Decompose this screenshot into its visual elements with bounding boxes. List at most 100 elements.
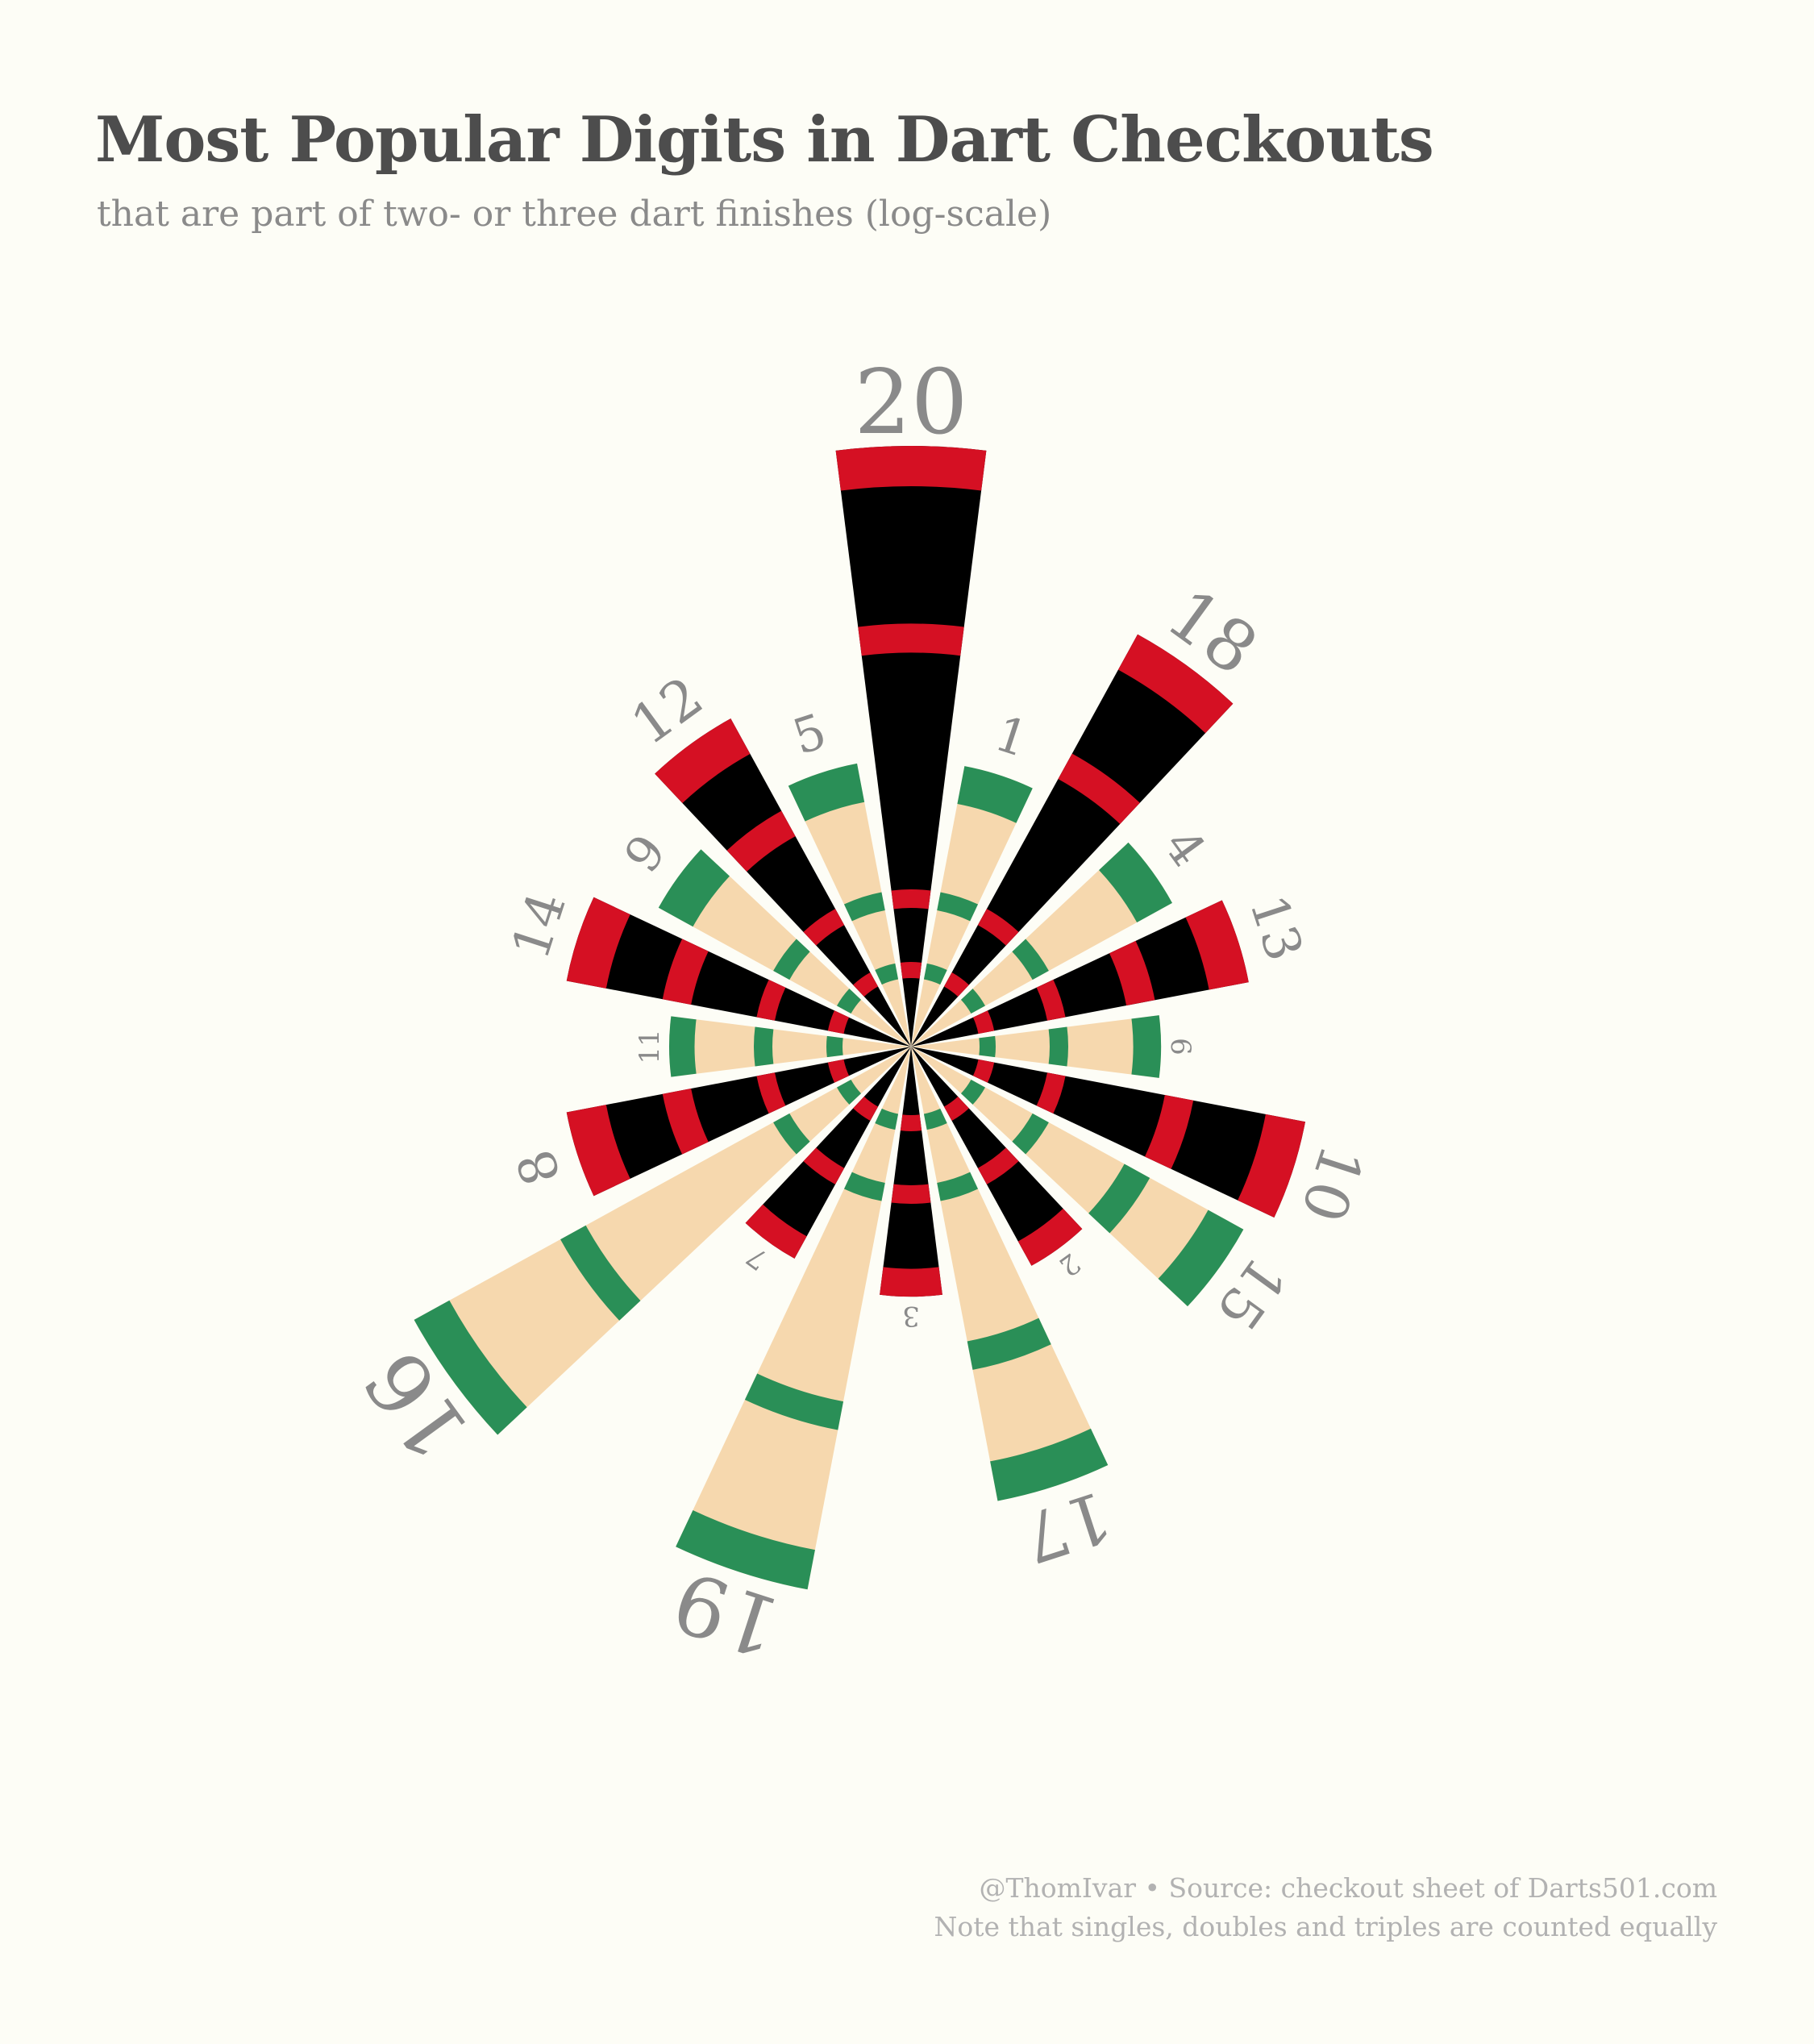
segment-13-outer-band	[1185, 900, 1249, 990]
segment-19-mid-ring	[744, 1373, 844, 1430]
segment-4-inner-ring	[960, 989, 986, 1014]
segment-7-treble-ring	[803, 1147, 845, 1184]
segment-13	[911, 900, 1249, 1047]
segment-14	[566, 897, 911, 1047]
segment-3-treble-ring	[891, 1184, 931, 1205]
segment-label-5: 5	[786, 703, 833, 766]
segment-17-mid-ring	[967, 1318, 1051, 1370]
segment-17-inner-ring	[923, 1108, 947, 1130]
segment-9-outer-band	[658, 849, 730, 927]
segment-6	[911, 1015, 1162, 1078]
segment-12-mid-ring	[726, 810, 796, 872]
segment-label-1: 1	[988, 706, 1035, 768]
segment-1-inner-ring	[923, 963, 947, 985]
segment-label-10: 10	[1288, 1137, 1376, 1230]
segment-15-treble-ring	[1012, 1113, 1049, 1155]
segment-17-outer-band	[990, 1428, 1109, 1501]
segment-2-outer-band	[1017, 1208, 1083, 1266]
segment-5-treble-ring	[843, 892, 885, 922]
segment-1-outer-band	[957, 766, 1033, 823]
segment-5	[788, 763, 911, 1047]
chart-title: Most Popular Digits in Dart Checkouts	[95, 103, 1434, 177]
segment-12-inner-ring	[853, 972, 879, 997]
segment-3-outer-band	[880, 1267, 942, 1297]
segment-5-outer-band	[788, 763, 865, 822]
segment-8-outer-band	[566, 1105, 630, 1197]
segment-2-treble-ring	[977, 1147, 1019, 1184]
segment-12	[655, 718, 911, 1047]
segment-19-treble-ring	[843, 1172, 885, 1201]
segment-15-mid-ring	[1088, 1164, 1150, 1234]
segment-3-inner-ring	[900, 1114, 922, 1131]
segment-9-inner-ring	[836, 989, 862, 1014]
segment-label-7: 7	[741, 1240, 774, 1276]
segment-7-inner-ring	[853, 1096, 879, 1122]
segment-14-bar	[566, 897, 911, 1047]
segment-10-inner-ring	[972, 1059, 995, 1083]
segment-11-outer-band	[669, 1016, 697, 1077]
segment-label-3: 3	[902, 1300, 920, 1332]
segment-20-treble-ring	[891, 889, 931, 910]
segment-8-inner-ring	[827, 1059, 850, 1083]
segment-19-inner-ring	[875, 1108, 899, 1130]
segment-15	[911, 1047, 1244, 1307]
segment-9-treble-ring	[773, 939, 810, 980]
chart-subtitle: that are part of two- or three dart fini…	[97, 194, 1052, 235]
segment-8-bar	[566, 1047, 911, 1197]
segment-18-treble-ring	[977, 909, 1019, 946]
segment-17-treble-ring	[937, 1172, 979, 1201]
segment-15-inner-ring	[960, 1079, 986, 1105]
segment-1-treble-ring	[937, 892, 979, 922]
segment-11-bar	[669, 1016, 911, 1077]
segment-10-bar	[911, 1047, 1305, 1218]
segment-8-treble-ring	[756, 1072, 786, 1114]
segment-20-bar	[835, 446, 987, 1047]
segment-15-bar	[911, 1047, 1244, 1307]
segment-16-outer-band	[414, 1300, 527, 1435]
segment-2	[911, 1047, 1083, 1266]
segment-7	[745, 1047, 911, 1259]
segment-13-inner-ring	[972, 1010, 995, 1034]
segment-4-treble-ring	[1012, 939, 1049, 980]
segment-20	[835, 446, 987, 1047]
segment-9	[658, 849, 911, 1047]
segment-17-bar	[911, 1047, 1109, 1501]
segment-18-bar	[911, 634, 1234, 1047]
segment-label-4: 4	[1153, 819, 1217, 877]
caption-note: Note that singles, doubles and triples a…	[934, 1911, 1717, 1942]
segment-4-outer-band	[1099, 842, 1172, 922]
segment-label-2: 2	[1053, 1247, 1086, 1283]
segment-12-treble-ring	[803, 909, 845, 946]
segment-20-inner-ring	[900, 962, 922, 979]
segment-label-20: 20	[855, 351, 968, 455]
segment-3	[880, 1047, 942, 1297]
segment-14-outer-band	[566, 897, 630, 989]
segment-12-outer-band	[655, 718, 751, 804]
segment-13-bar	[911, 900, 1249, 1047]
segment-10-mid-ring	[1144, 1095, 1194, 1169]
segment-1	[911, 766, 1033, 1047]
segment-18-outer-band	[1117, 634, 1234, 734]
segment-label-11: 11	[634, 1029, 666, 1064]
segment-14-inner-ring	[827, 1010, 850, 1034]
segment-13-treble-ring	[1036, 979, 1066, 1021]
segment-12-bar	[655, 718, 911, 1047]
segment-17	[911, 1047, 1109, 1501]
segment-13-mid-ring	[1109, 940, 1155, 1006]
segment-7-bar	[745, 1047, 911, 1259]
segment-20-outer-band	[835, 446, 987, 491]
segment-label-6: 6	[1164, 1038, 1196, 1055]
segment-19	[676, 1047, 911, 1590]
segment-6-inner-ring	[979, 1035, 996, 1058]
segment-label-8: 8	[506, 1143, 573, 1193]
segment-16-treble-ring	[773, 1113, 810, 1155]
segment-16-mid-ring	[560, 1225, 641, 1321]
segment-20-mid-ring	[858, 623, 964, 656]
segment-10-outer-band	[1238, 1114, 1305, 1218]
segment-11-treble-ring	[754, 1026, 774, 1067]
segment-16	[414, 1047, 911, 1435]
segment-label-9: 9	[614, 825, 677, 883]
segment-label-14: 14	[500, 885, 578, 967]
segment-11	[669, 1016, 911, 1077]
